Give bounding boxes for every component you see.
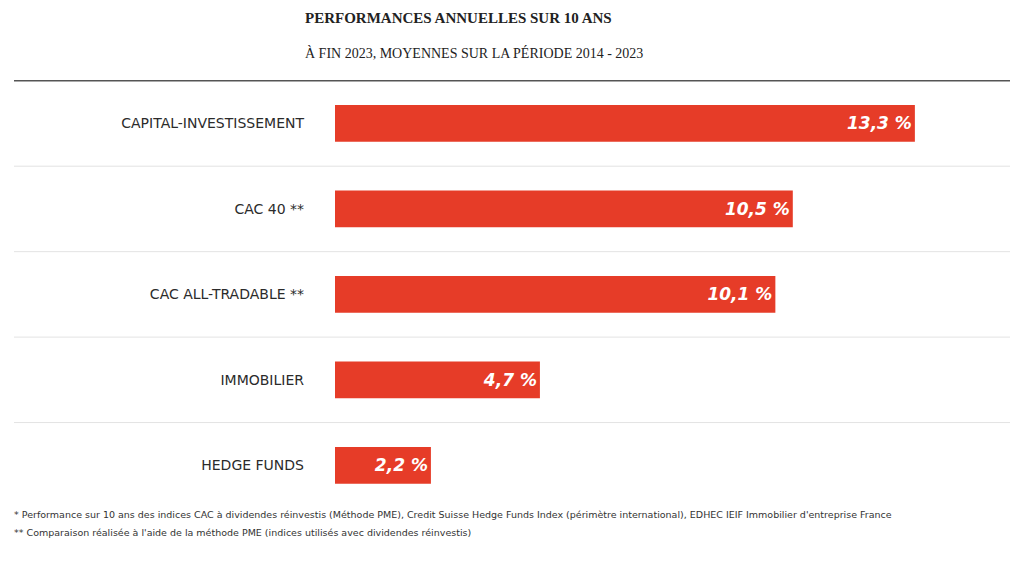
html-text:** Comparaison réalisée à l'ai: ** Comparaison réalisée à l'aide de la m…	[14, 526, 472, 538]
svg-text:10,1 %: 10,1 %	[707, 284, 772, 304]
svg-text:CAC ALL-TRADABLE **: CAC ALL-TRADABLE **	[150, 286, 304, 302]
svg-text:IMMOBILIER: IMMOBILIER	[220, 372, 304, 388]
svg-text:4,7 %: 4,7 %	[483, 370, 537, 390]
svg-text:CAC 40 **: CAC 40 **	[234, 201, 304, 217]
svg-text:PERFORMANCES ANNUELLES SUR 10: PERFORMANCES ANNUELLES SUR 10 ANS	[305, 10, 612, 26]
svg-text:2,2 %: 2,2 %	[375, 455, 428, 475]
svg-text:CAPITAL-INVESTISSEMENT: CAPITAL-INVESTISSEMENT	[121, 115, 304, 131]
svg-text:13,3 %: 13,3 %	[847, 113, 912, 133]
svg-text:À FIN 2023, MOYENNES SUR LA PÉ: À FIN 2023, MOYENNES SUR LA PÉRIODE 2014…	[305, 45, 643, 61]
svg-text:10,5 %: 10,5 %	[725, 199, 790, 219]
html-text:* Performance sur 10 ans des i: * Performance sur 10 ans des indices CAC…	[14, 509, 892, 520]
svg-text:HEDGE FUNDS: HEDGE FUNDS	[201, 457, 304, 473]
